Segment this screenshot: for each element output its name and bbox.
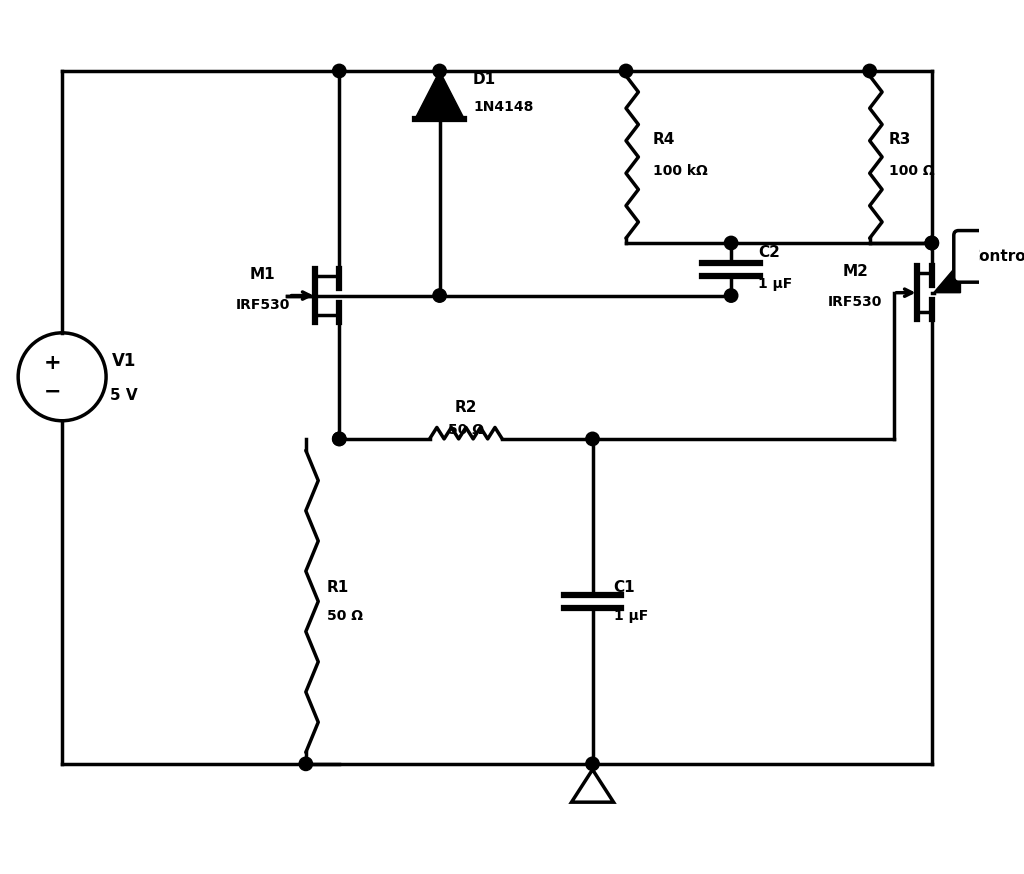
Circle shape (724, 236, 738, 250)
Text: 100 kΩ: 100 kΩ (652, 164, 708, 178)
Circle shape (925, 236, 938, 250)
Text: 50 Ω: 50 Ω (447, 423, 484, 437)
Text: R1: R1 (327, 579, 349, 594)
Text: M2: M2 (843, 264, 868, 279)
Text: +: + (44, 353, 61, 373)
Text: 50 Ω: 50 Ω (327, 608, 362, 622)
Circle shape (433, 289, 446, 302)
Text: R4: R4 (652, 132, 675, 148)
FancyBboxPatch shape (953, 231, 1024, 282)
Circle shape (586, 757, 599, 771)
Text: M1: M1 (250, 267, 275, 282)
Text: 1 μF: 1 μF (613, 608, 648, 622)
Circle shape (925, 236, 938, 250)
Text: C1: C1 (613, 579, 635, 594)
Circle shape (333, 65, 346, 78)
Circle shape (863, 65, 877, 78)
Circle shape (333, 433, 346, 446)
Text: R2: R2 (455, 400, 477, 415)
Polygon shape (415, 71, 465, 120)
Text: V1: V1 (112, 351, 136, 370)
Text: R3: R3 (889, 132, 911, 148)
Polygon shape (934, 261, 961, 293)
Circle shape (724, 289, 738, 302)
Text: Control: Control (968, 249, 1024, 264)
Text: 1 μF: 1 μF (758, 276, 793, 291)
Text: IRF530: IRF530 (236, 298, 290, 312)
Text: 100 Ω: 100 Ω (889, 164, 935, 178)
Circle shape (333, 433, 346, 446)
Text: −: − (44, 381, 61, 401)
Circle shape (299, 757, 312, 771)
Text: C2: C2 (758, 245, 779, 260)
Circle shape (586, 433, 599, 446)
Text: 1N4148: 1N4148 (473, 100, 534, 114)
Text: IRF530: IRF530 (828, 295, 883, 309)
Circle shape (620, 65, 633, 78)
Text: D1: D1 (473, 73, 497, 87)
Text: 5 V: 5 V (111, 388, 138, 404)
Circle shape (433, 65, 446, 78)
